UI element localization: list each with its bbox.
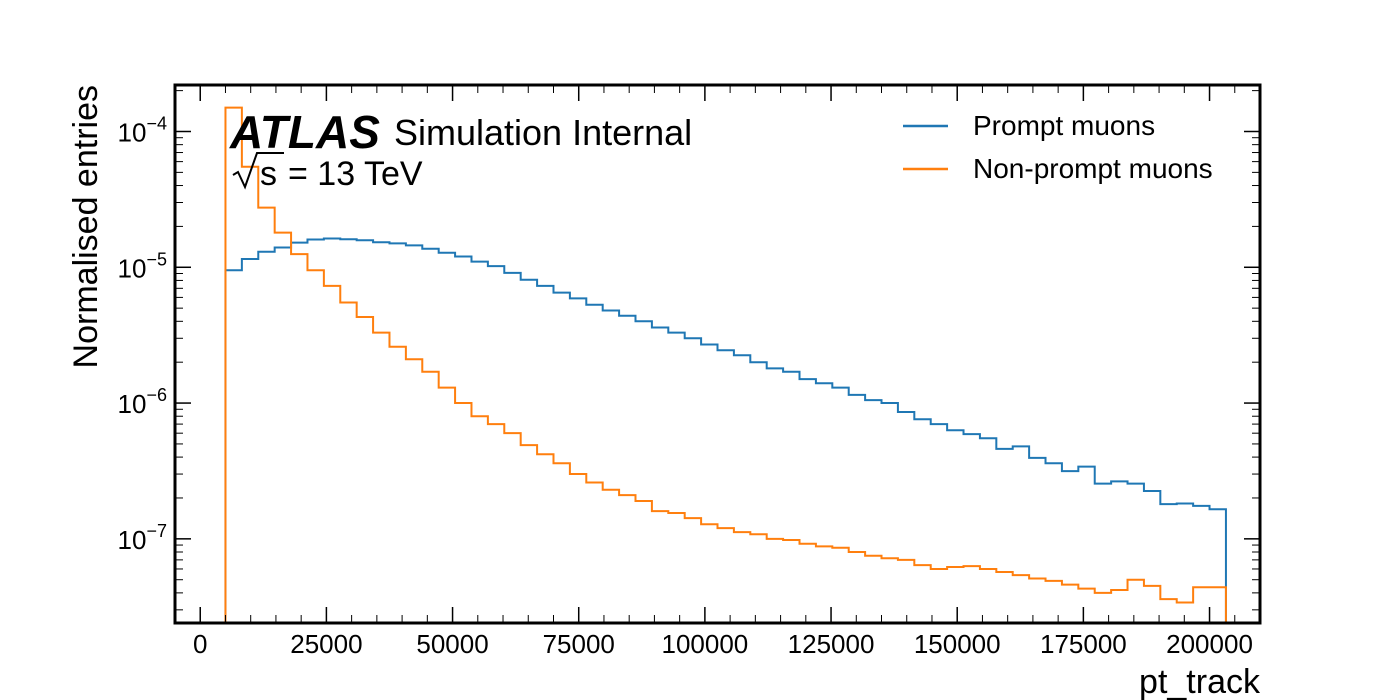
y-tick-label: 10−7: [118, 521, 167, 555]
simulation-status-label: Simulation Internal: [394, 112, 692, 153]
x-tick-label: 75000: [543, 629, 615, 659]
x-tick-label: 200000: [1166, 629, 1253, 659]
atlas-brand-label: ATLAS: [229, 106, 380, 158]
x-tick-label: 150000: [914, 629, 1001, 659]
ticks-layer: 0 25000 50000 75000 100000 125000 150000 175000…: [118, 85, 1261, 659]
y-tick-label: 10−4: [118, 113, 167, 147]
plot-frame: [173, 83, 1262, 625]
legend-label-prompt: Prompt muons: [973, 110, 1155, 141]
series-line-nonprompt-muons: [224, 106, 1227, 623]
series-layer: [224, 106, 1227, 623]
series-line-prompt-muons: [224, 237, 1227, 623]
x-tick-label: 175000: [1040, 629, 1127, 659]
energy-sqrt-symbol-label: s: [260, 155, 277, 193]
x-axis-title: pt_track: [1139, 663, 1261, 700]
legend-label-nonprompt: Non-prompt muons: [973, 153, 1213, 184]
x-tick-label: 125000: [788, 629, 875, 659]
x-tick-label: 0: [193, 629, 207, 659]
energy-value-label: = 13 TeV: [288, 155, 423, 193]
x-tick-label: 100000: [662, 629, 749, 659]
y-tick-label: 10−6: [118, 385, 167, 419]
y-tick-label: 10−5: [118, 249, 167, 283]
x-tick-label: 50000: [416, 629, 488, 659]
sqrt-sign-icon: [232, 152, 284, 190]
legend: Prompt muons Non-prompt muons: [903, 110, 1213, 184]
x-tick-label: 25000: [290, 629, 362, 659]
y-axis-title: Normalised entries: [67, 85, 105, 368]
